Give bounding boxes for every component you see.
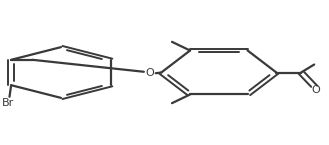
Text: O: O <box>145 68 154 77</box>
Text: O: O <box>312 85 320 95</box>
Text: Br: Br <box>2 98 14 108</box>
